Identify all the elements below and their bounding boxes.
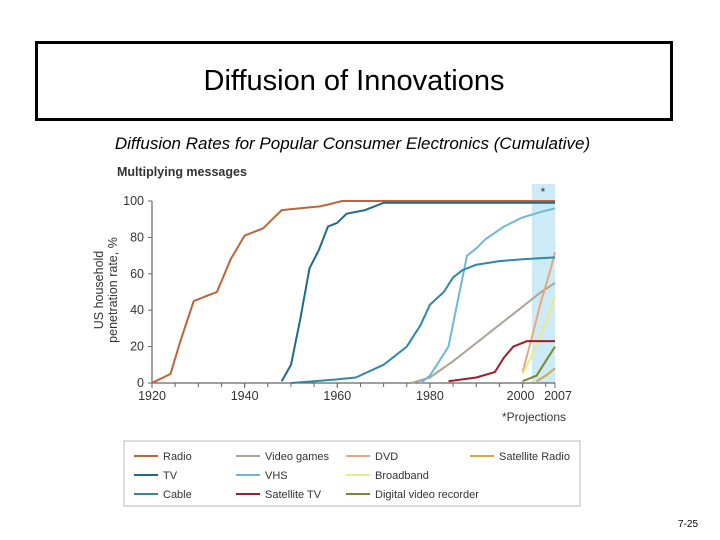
legend-label-cable: Cable [163, 489, 192, 501]
legend-label-tv: TV [163, 470, 178, 482]
y-tick-label: 100 [123, 194, 144, 208]
chart-title: Multiplying messages [117, 165, 247, 179]
x-tick-label: 2007 [544, 389, 572, 403]
axes: 0 20 40 60 80 100 1920 1940 1960 1980 2000 2007 [123, 194, 572, 403]
legend-label-broadband: Broadband [375, 470, 429, 482]
y-tick-label: 60 [130, 267, 144, 281]
series-line-broadband [521, 295, 556, 375]
y-axis-label-line2: penetration rate, % [106, 237, 120, 343]
series-line-satellite-tv [448, 340, 555, 383]
legend: Radio Video games DVD Satellite Radio TV VHS B… [123, 440, 581, 507]
y-tick-label: 80 [130, 230, 144, 244]
slide-title-box: Diffusion of Innovations [35, 41, 673, 121]
projection-note: *Projections [502, 410, 566, 424]
slide-subtitle: Diffusion Rates for Popular Consumer Ele… [114, 134, 591, 153]
projection-band [531, 184, 555, 383]
series-line-satellite-radio [535, 367, 556, 383]
legend-label-dvd: DVD [375, 451, 398, 463]
legend-label-satellite-tv: Satellite TV [265, 489, 322, 501]
x-tick-label: 1940 [231, 389, 259, 403]
legend-box [123, 440, 581, 507]
legend-label-satellite-radio: Satellite Radio [499, 451, 570, 463]
projection-marker: * [541, 185, 546, 199]
legend-label-video-games: Video games [265, 451, 330, 463]
y-tick-label: 0 [137, 376, 144, 390]
projection-region [531, 184, 555, 383]
x-tick-label: 1980 [416, 389, 444, 403]
y-axis-label-line1: US household [92, 251, 106, 330]
legend-label-digital-video-recorder: Digital video recorder [375, 489, 479, 501]
x-tick-label: 2000 [507, 389, 535, 403]
x-tick-label: 1920 [138, 389, 166, 403]
legend-label-vhs: VHS [265, 470, 288, 482]
series-line-tv [280, 201, 555, 382]
y-axis-label: US household penetration rate, % [92, 237, 120, 343]
series-line-vhs [420, 207, 556, 384]
series-lines [151, 200, 556, 384]
series-line-digital-video-recorder [522, 346, 556, 383]
y-tick-label: 20 [130, 340, 144, 354]
legend-label-radio: Radio [163, 451, 192, 463]
slide-title: Diffusion of Innovations [203, 64, 505, 97]
series-line-cable [290, 256, 556, 384]
series-line-dvd [521, 251, 556, 373]
y-tick-label: 40 [130, 303, 144, 317]
x-tick-label: 1960 [323, 389, 351, 403]
slide-number: 7-25 [677, 519, 698, 530]
series-line-video-games [411, 282, 556, 384]
series-line-radio [151, 200, 555, 384]
